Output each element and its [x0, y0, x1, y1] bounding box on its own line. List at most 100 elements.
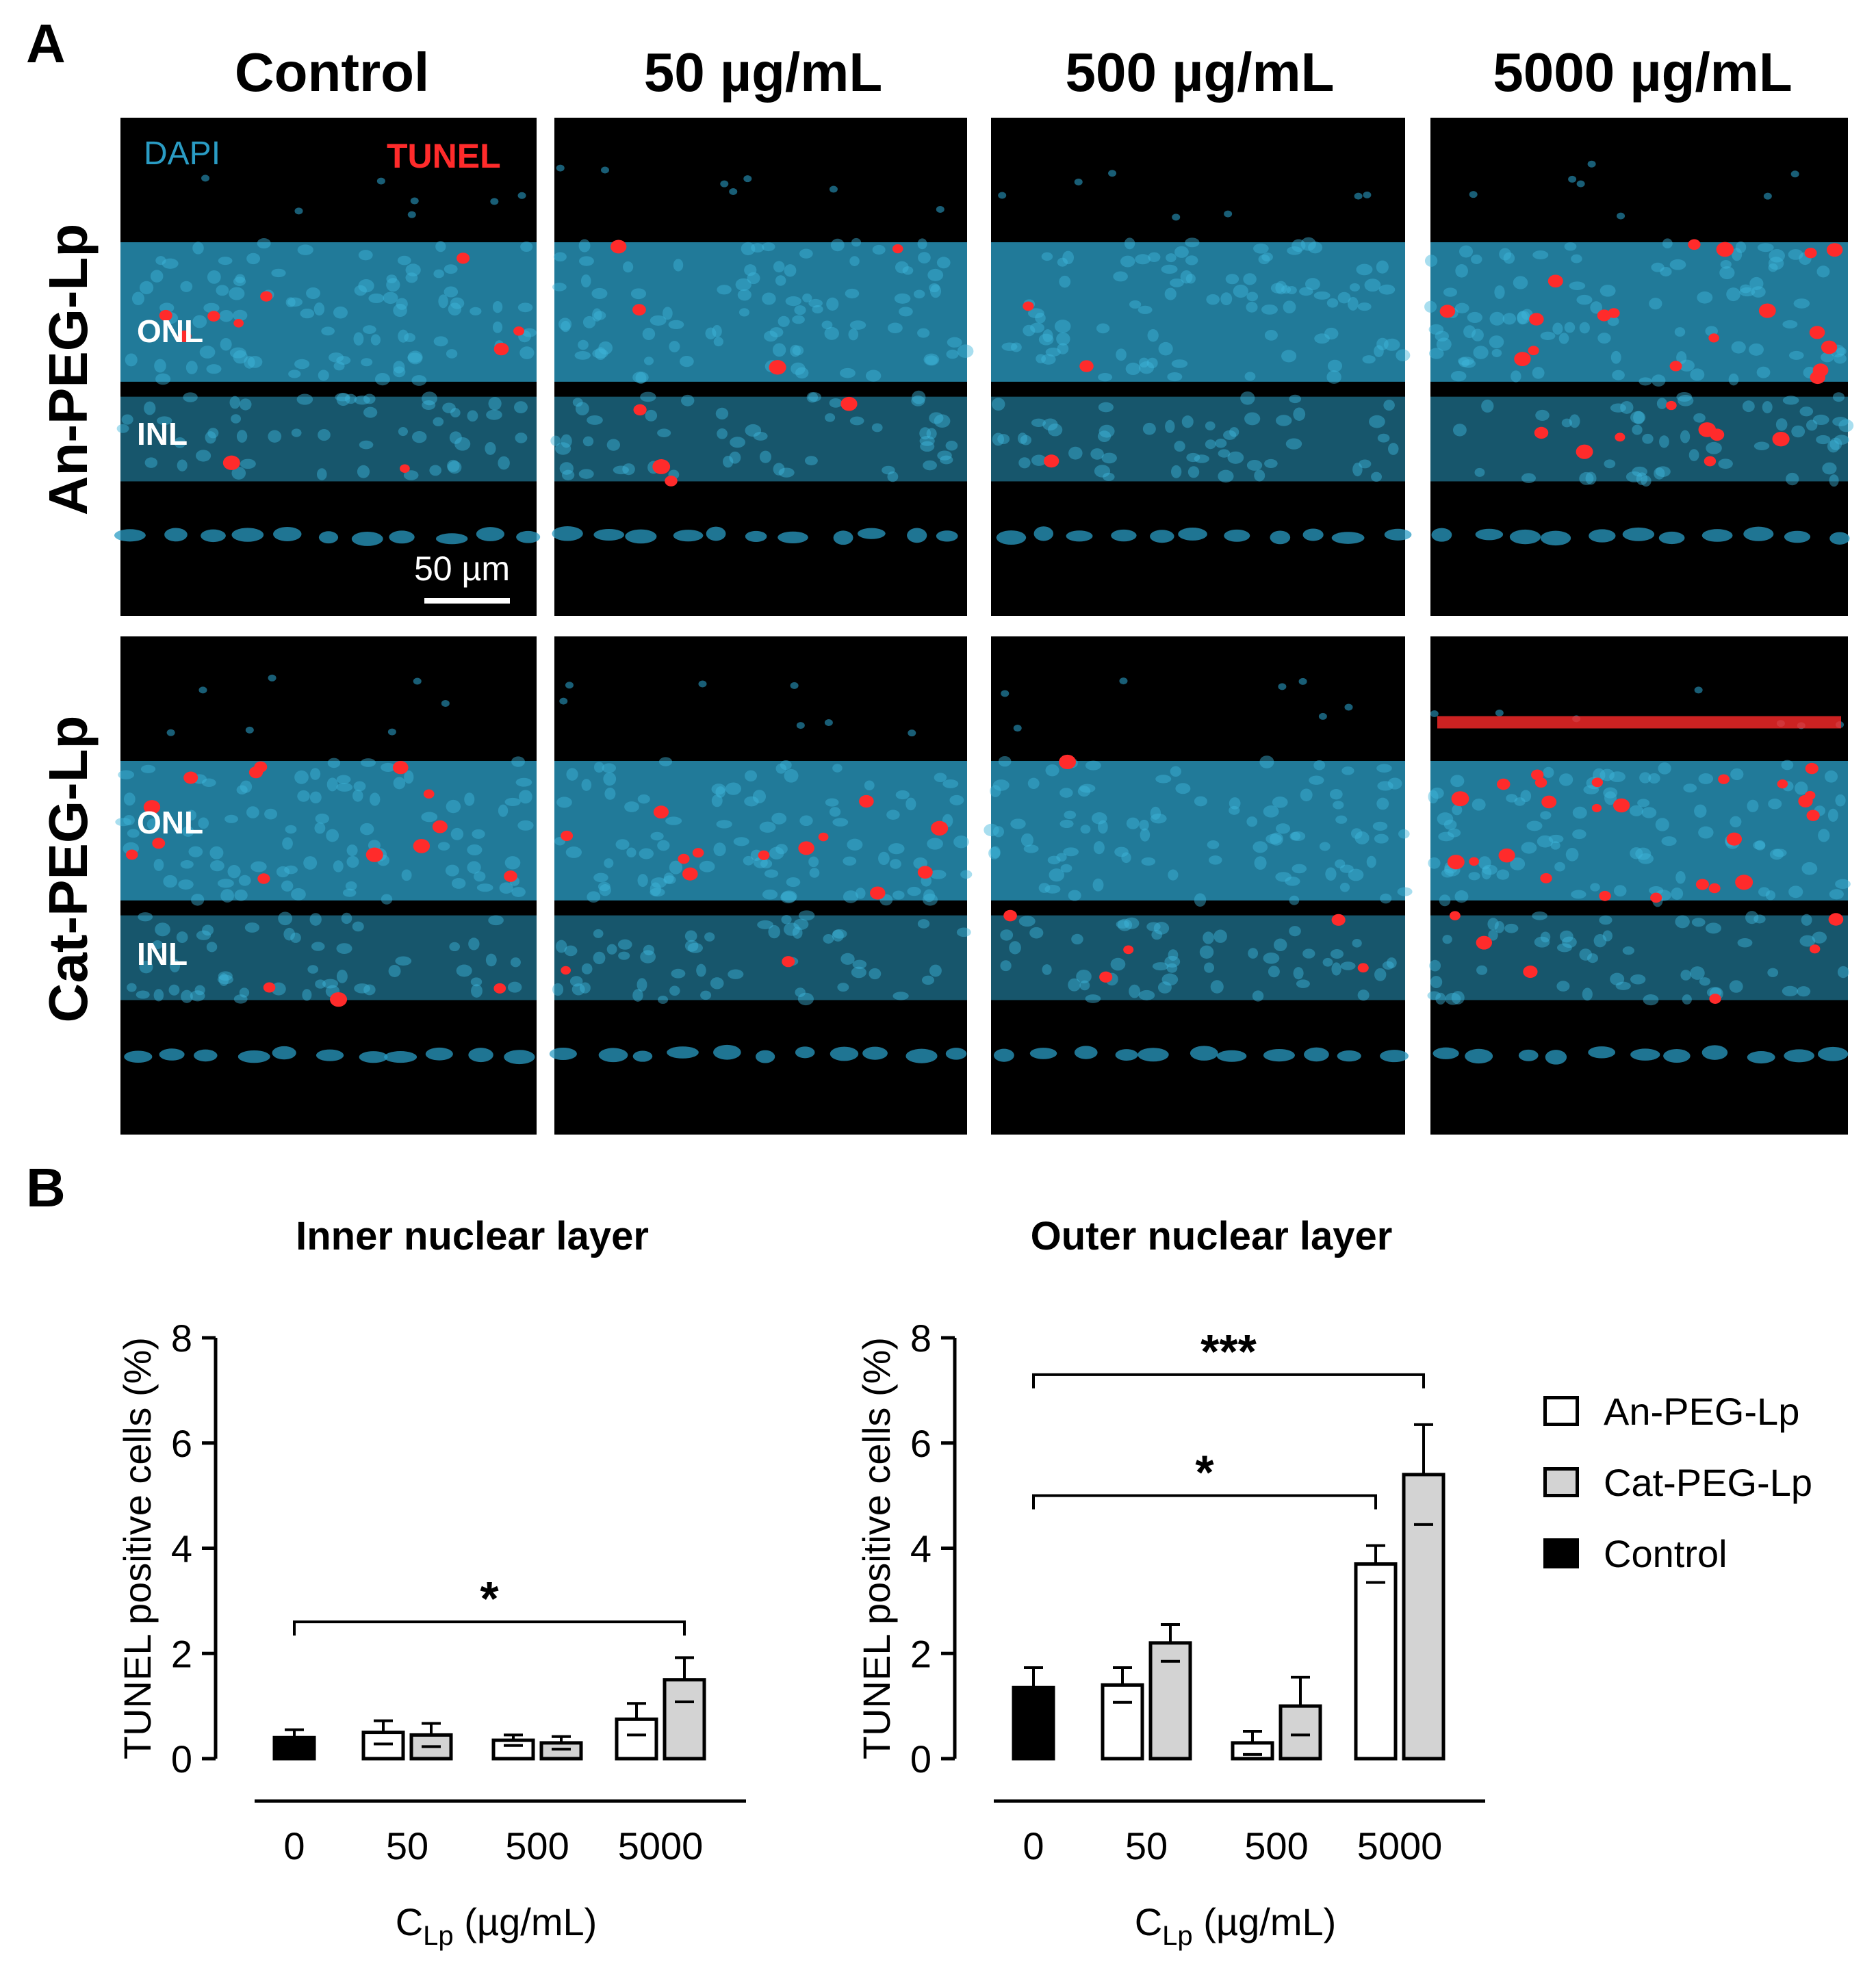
dapi-nucleus — [1429, 959, 1441, 972]
tunel-positive-cell — [1529, 313, 1544, 326]
dapi-nucleus — [1153, 922, 1170, 935]
dapi-nucleus — [1085, 994, 1101, 1003]
dapi-nucleus — [1313, 291, 1331, 300]
dapi-nucleus — [753, 431, 768, 441]
dapi-nucleus — [1620, 401, 1634, 414]
dapi-nucleus — [1481, 866, 1492, 880]
dapi-nucleus — [895, 261, 909, 274]
dapi-nucleus — [630, 288, 647, 300]
dapi-nucleus — [1204, 962, 1215, 973]
dapi-nucleus — [1571, 254, 1582, 263]
dapi-nucleus — [1337, 292, 1351, 304]
dapi-nucleus — [886, 810, 900, 820]
dapi-nucleus — [637, 874, 648, 888]
dapi-nucleus — [895, 790, 910, 800]
dapi-nucleus — [1071, 933, 1083, 945]
dapi-nucleus — [918, 252, 931, 263]
dapi-nucleus — [888, 843, 905, 855]
dapi-nucleus — [1059, 819, 1074, 829]
dapi-nucleus — [257, 238, 271, 249]
dapi-nucleus — [1056, 332, 1070, 346]
dapi-nucleus — [663, 875, 676, 885]
ganglion-nucleus — [1622, 527, 1655, 541]
dapi-nucleus — [177, 459, 188, 471]
dapi-nucleus — [407, 211, 416, 218]
dapi-nucleus — [283, 927, 296, 941]
dapi-nucleus — [318, 370, 329, 381]
ganglion-nucleus — [318, 531, 339, 544]
dapi-nucleus — [354, 396, 370, 405]
dapi-nucleus — [794, 305, 806, 315]
dapi-nucleus — [1437, 812, 1454, 826]
dapi-nucleus — [1669, 259, 1686, 270]
dapi-nucleus — [780, 760, 792, 771]
dapi-nucleus — [604, 858, 614, 868]
chart-title: Inner nuclear layer — [296, 1214, 649, 1258]
dapi-nucleus — [307, 965, 319, 974]
significance-label: *** — [1200, 1325, 1257, 1378]
dapi-nucleus — [1150, 806, 1161, 820]
tunel-positive-cell — [859, 794, 874, 808]
dapi-nucleus — [1017, 432, 1028, 444]
dapi-nucleus — [786, 877, 801, 888]
dapi-nucleus — [784, 768, 799, 783]
tunel-positive-cell — [611, 240, 627, 254]
dapi-nucleus — [744, 796, 759, 807]
dapi-nucleus — [1603, 787, 1618, 799]
dapi-nucleus — [1430, 787, 1444, 799]
dapi-nucleus — [1579, 948, 1592, 961]
dapi-nucleus — [840, 953, 855, 965]
dapi-nucleus — [329, 352, 344, 363]
tunel-positive-cell — [222, 455, 240, 470]
dapi-nucleus — [1495, 709, 1504, 716]
dapi-nucleus — [198, 686, 207, 694]
dapi-nucleus — [1056, 853, 1067, 862]
micrograph-tile — [984, 636, 1413, 1135]
dapi-nucleus — [1116, 920, 1130, 929]
dapi-nucleus — [1812, 414, 1829, 426]
tunel-positive-cell — [1704, 456, 1717, 467]
dapi-nucleus — [550, 435, 561, 446]
dapi-nucleus — [643, 357, 654, 365]
dapi-nucleus — [1834, 435, 1849, 445]
dapi-nucleus — [218, 257, 233, 266]
dapi-nucleus — [1630, 847, 1643, 859]
dapi-nucleus — [1532, 250, 1549, 259]
dapi-nucleus — [1229, 797, 1241, 810]
tunel-positive-cell — [692, 848, 704, 858]
ganglion-nucleus — [756, 1050, 775, 1063]
dapi-nucleus — [244, 356, 255, 369]
ganglion-nucleus — [1033, 526, 1054, 541]
dapi-nucleus — [626, 847, 637, 858]
dapi-nucleus — [945, 441, 958, 451]
dapi-nucleus — [1185, 255, 1198, 266]
ganglion-nucleus — [1465, 1048, 1493, 1064]
dapi-nucleus — [864, 780, 875, 790]
dapi-nucleus — [992, 826, 1005, 838]
dapi-nucleus — [1450, 775, 1465, 788]
dapi-nucleus — [796, 722, 805, 729]
dapi-nucleus — [592, 348, 608, 359]
dapi-nucleus — [321, 326, 335, 336]
dapi-nucleus — [433, 336, 448, 347]
dapi-nucleus — [899, 307, 913, 317]
dapi-nucleus — [1448, 828, 1461, 838]
dapi-nucleus — [1098, 424, 1115, 438]
dapi-nucleus — [808, 392, 821, 402]
dapi-nucleus — [1454, 302, 1469, 313]
dapi-nucleus — [451, 877, 466, 889]
dapi-nucleus — [1753, 914, 1766, 924]
dapi-nucleus — [1227, 451, 1244, 464]
dapi-nucleus — [1170, 465, 1182, 478]
dapi-nucleus — [518, 790, 532, 804]
dapi-nucleus — [555, 442, 571, 455]
tunel-band — [1437, 716, 1841, 729]
dapi-nucleus — [1494, 285, 1505, 299]
dapi-nucleus — [1455, 264, 1468, 278]
dapi-nucleus — [1590, 301, 1603, 314]
dapi-nucleus — [403, 470, 419, 480]
dapi-nucleus — [1832, 392, 1845, 402]
dapi-nucleus — [1027, 777, 1040, 789]
dapi-nucleus — [1586, 953, 1599, 963]
dapi-nucleus — [401, 869, 412, 881]
